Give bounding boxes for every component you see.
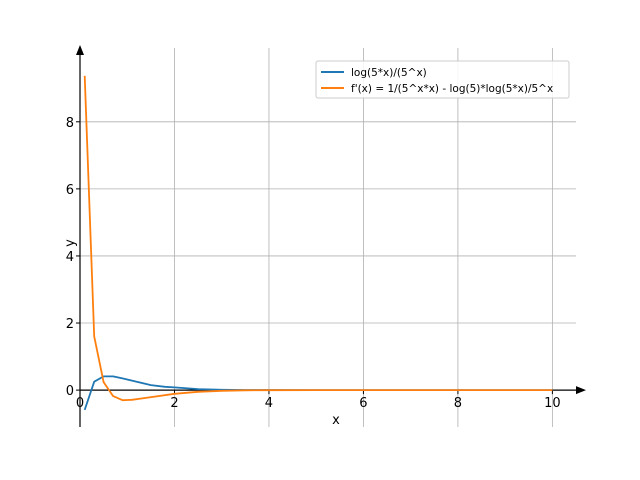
y-tick-label-4: 4 — [66, 250, 74, 265]
legend-label-series-2: f'(x) = 1/(5^x*x) - log(5)*log(5*x)/5^x — [351, 83, 553, 95]
x-axis-label: x — [332, 413, 340, 428]
x-tick-label-2: 2 — [170, 396, 178, 411]
y-tick-label-0: 0 — [66, 384, 74, 399]
y-axis-label: y — [63, 239, 78, 247]
series-line-2 — [83, 75, 553, 402]
legend-label-series-1: log(5*x)/(5^x) — [351, 67, 427, 79]
axes — [76, 45, 586, 427]
x-tick-label-10: 10 — [544, 396, 561, 411]
y-tick-label-2: 2 — [66, 317, 74, 332]
x-tick-label-6: 6 — [359, 396, 367, 411]
y-tick-label-8: 8 — [66, 116, 74, 131]
legend-box — [315, 60, 570, 99]
x-tick-label-0: 0 — [76, 396, 84, 411]
x-tick-label-4: 4 — [265, 396, 273, 411]
x-tick-label-8: 8 — [454, 396, 462, 411]
y-tick-label-6: 6 — [66, 183, 74, 198]
grid — [80, 48, 576, 427]
series-line-1 — [83, 375, 553, 411]
y-axis-arrow-icon — [76, 45, 84, 55]
x-axis-arrow-icon — [576, 386, 586, 395]
series — [83, 75, 553, 411]
tick-labels: 0 2 4 6 8 10 2 4 6 8 0 — [66, 116, 561, 411]
legend: log(5*x)/(5^x) f'(x) = 1/(5^x*x) - log(5… — [315, 60, 570, 99]
